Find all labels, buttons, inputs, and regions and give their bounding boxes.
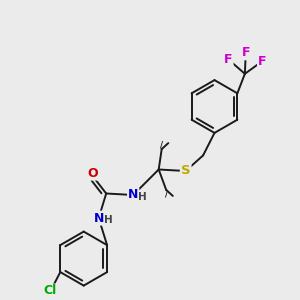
Text: H: H	[138, 191, 147, 202]
Text: S: S	[181, 164, 190, 178]
Text: F: F	[258, 55, 266, 68]
Text: H: H	[104, 214, 113, 225]
Text: N: N	[128, 188, 138, 202]
Text: F: F	[224, 53, 232, 66]
Text: O: O	[87, 167, 98, 180]
Text: /: /	[160, 140, 163, 149]
Text: N: N	[94, 212, 104, 225]
Text: Cl: Cl	[44, 284, 57, 298]
Text: /: /	[165, 190, 168, 199]
Text: F: F	[242, 46, 250, 59]
